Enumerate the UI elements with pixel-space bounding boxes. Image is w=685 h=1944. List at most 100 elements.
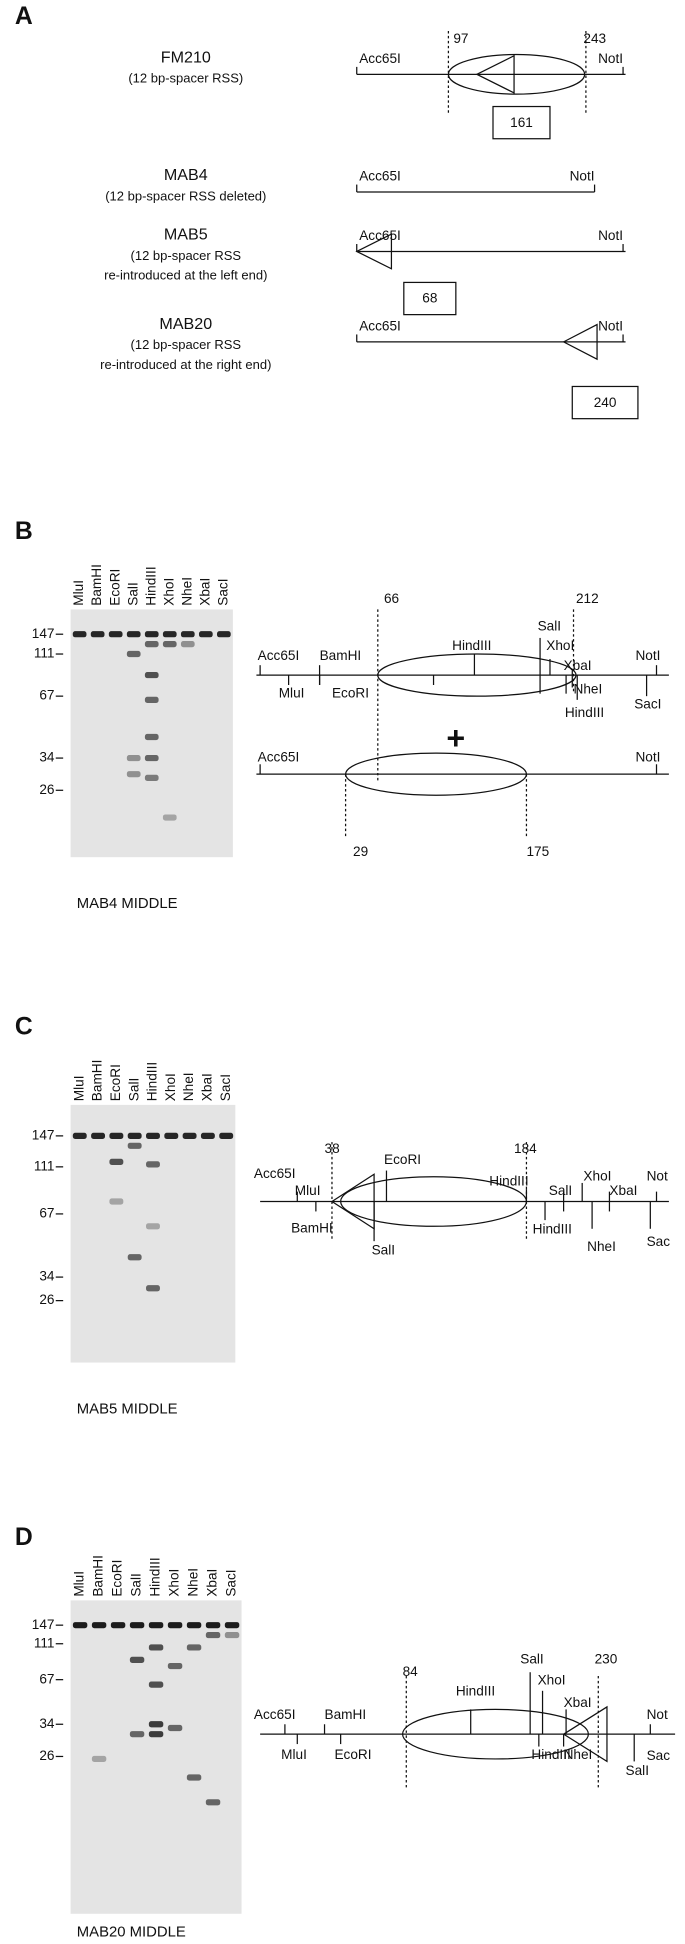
box	[403, 281, 457, 316]
gel-band	[148, 1681, 164, 1688]
panel-letter: C	[15, 1014, 33, 1041]
gel-band	[205, 1631, 221, 1639]
box-label: 240	[594, 395, 617, 410]
map-label: SalI	[372, 1243, 395, 1258]
map-label: SalI	[520, 1651, 543, 1666]
map-label: 66	[384, 591, 399, 606]
lane-label: XhoI	[163, 1073, 178, 1101]
panel-letter: D	[15, 1524, 33, 1551]
map-label: Sac	[647, 1748, 671, 1763]
gel-band	[109, 1132, 124, 1139]
gel-caption: MAB20 MIDDLE	[77, 1924, 186, 1940]
map-label: XhoI	[538, 1672, 566, 1687]
lane-label: SalI	[129, 1573, 144, 1596]
gel-band	[164, 1132, 179, 1139]
size-marker: 26	[39, 782, 54, 797]
position-label: 97	[453, 31, 468, 46]
gel-band	[224, 1631, 240, 1639]
panel-letter: B	[15, 518, 33, 545]
gel-band	[148, 1644, 164, 1651]
gel-band	[146, 1223, 160, 1230]
map-label: Acc65I	[254, 1166, 296, 1181]
gel-band	[126, 650, 141, 658]
gel-band	[108, 631, 123, 638]
gel-band	[200, 1132, 215, 1139]
gel-band	[109, 1198, 124, 1205]
gel-band	[110, 1622, 126, 1629]
size-marker: 111	[34, 1158, 55, 1173]
map-label: EcoRI	[384, 1152, 421, 1167]
gel-band	[126, 771, 141, 778]
lane-label: MluI	[71, 580, 86, 606]
map-label: 212	[576, 591, 599, 606]
map-label: 230	[595, 1651, 618, 1666]
gel-band	[72, 631, 87, 638]
box-label: 161	[510, 115, 533, 130]
gel-band	[90, 631, 105, 638]
gel-band	[148, 1731, 164, 1738]
box	[571, 385, 639, 420]
lane-label: SalI	[126, 1078, 141, 1101]
rss-triangle	[562, 323, 598, 361]
box	[492, 105, 551, 140]
map-label: MluI	[295, 1183, 321, 1198]
gel-band	[186, 1644, 202, 1651]
map-label: SalI	[626, 1763, 649, 1778]
lane-label: SalI	[125, 582, 140, 605]
lane-label: HindIII	[143, 566, 158, 605]
gel-band	[205, 1622, 221, 1629]
rss-triangle	[475, 54, 515, 94]
lane-label: EcoRI	[110, 1560, 125, 1597]
map-label: 38	[325, 1141, 340, 1156]
size-marker: 147	[32, 626, 55, 641]
size-marker: 26	[39, 1748, 54, 1763]
map-label: XbaI	[564, 1695, 592, 1710]
gel-band	[144, 631, 159, 638]
site-label: Acc65I	[359, 319, 401, 334]
lane-label: MluI	[72, 1571, 87, 1597]
map-label: NheI	[564, 1747, 593, 1762]
gel-band	[162, 631, 177, 638]
ellipse	[401, 1708, 589, 1760]
map-label: HindIII	[452, 638, 491, 653]
gel-band	[144, 696, 159, 703]
lane-label: SacI	[215, 578, 230, 605]
gel-band	[72, 1622, 88, 1629]
box-label: 68	[422, 291, 437, 306]
size-marker: 67	[39, 688, 54, 703]
site-label: Acc65I	[359, 228, 401, 243]
map-label: NotI	[635, 648, 660, 663]
gel-band	[129, 1656, 145, 1663]
gel-band	[126, 754, 141, 762]
map-label: Sac	[647, 1234, 671, 1249]
size-marker: 34	[39, 1269, 55, 1284]
gel-band	[144, 754, 159, 762]
gel-band	[180, 631, 195, 638]
gel-band	[217, 631, 231, 638]
size-marker: 147	[32, 1127, 55, 1142]
map-label: NheI	[587, 1239, 616, 1254]
lane-label: HindIII	[148, 1557, 163, 1596]
map-label: HindIII	[531, 1747, 570, 1762]
plus-sign: +	[446, 720, 465, 756]
lane-label: NheI	[186, 1568, 201, 1597]
position-label: 243	[583, 31, 606, 46]
map-label: Not	[647, 1707, 668, 1722]
map-label: SacI	[634, 696, 661, 711]
gel-band	[129, 1622, 145, 1629]
gel-band	[144, 641, 159, 648]
map-label: MluI	[281, 1747, 307, 1762]
lane-label: NheI	[181, 1072, 196, 1101]
gel-band	[198, 631, 213, 638]
gel-band	[167, 1622, 183, 1629]
map-label: 175	[526, 844, 549, 859]
map-label: Not	[647, 1168, 668, 1183]
gel-band	[162, 814, 177, 821]
rss-triangle	[562, 1705, 608, 1763]
lane-label: XbaI	[197, 578, 212, 606]
map-label: HindIII	[489, 1173, 528, 1188]
lane-label: XbaI	[205, 1569, 220, 1597]
gel-band	[167, 1662, 183, 1670]
construct-description: (12 bp-spacer RSS	[131, 248, 242, 263]
construct-description: re-introduced at the right end)	[100, 357, 271, 372]
